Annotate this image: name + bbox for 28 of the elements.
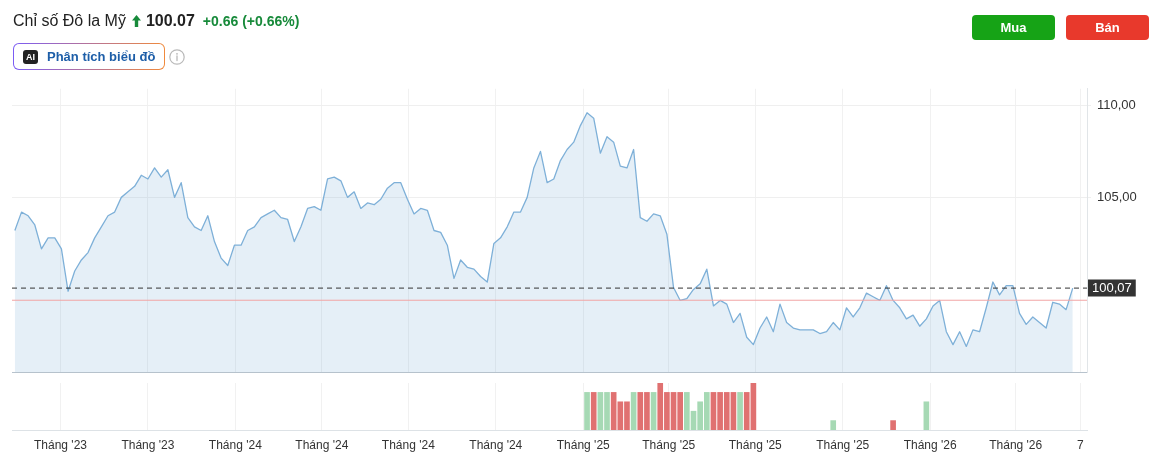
x-tick-label: Tháng '26 bbox=[989, 437, 1043, 452]
text: 100.07 bbox=[145, 12, 195, 30]
x-tick-label: Tháng '24 bbox=[381, 437, 436, 452]
bar bbox=[737, 392, 743, 430]
x-tick-label: Tháng '25 bbox=[556, 437, 611, 452]
x-tick-label: Tháng '24 bbox=[469, 437, 523, 452]
x-tick-label: Tháng '24 bbox=[208, 437, 263, 452]
x-tick-label: Tháng '25 bbox=[642, 437, 696, 452]
y-tick-label: 110,00 bbox=[1097, 96, 1136, 112]
x-tick-label: Tháng '23 bbox=[121, 437, 175, 452]
chart-analysis-button[interactable]: AI Phân tích biểu đồ bbox=[13, 43, 166, 70]
bar bbox=[923, 401, 930, 430]
bar bbox=[890, 420, 896, 430]
x-tick-label: Tháng '26 bbox=[903, 437, 957, 452]
x-tick-label: Tháng '25 bbox=[816, 437, 870, 452]
x-tick-label: Tháng '25 bbox=[728, 437, 783, 452]
sell-button[interactable]: Bán bbox=[1066, 15, 1149, 40]
x-tick-label: 7 bbox=[1077, 437, 1084, 452]
ref-line-label: 100,07 bbox=[1092, 280, 1132, 296]
x-tick-label: Tháng '24 bbox=[295, 437, 349, 452]
buy-button[interactable]: Mua bbox=[972, 15, 1055, 40]
x-tick-label: Tháng '23 bbox=[33, 437, 88, 452]
chart-title: Chỉ số Đô la Mỹ bbox=[13, 12, 126, 30]
y-tick-label: 105,00 bbox=[1097, 188, 1137, 204]
bar bbox=[590, 392, 597, 430]
bar bbox=[584, 392, 590, 430]
bar bbox=[830, 420, 837, 430]
text: +0.66 (+0.66%) bbox=[202, 13, 300, 29]
